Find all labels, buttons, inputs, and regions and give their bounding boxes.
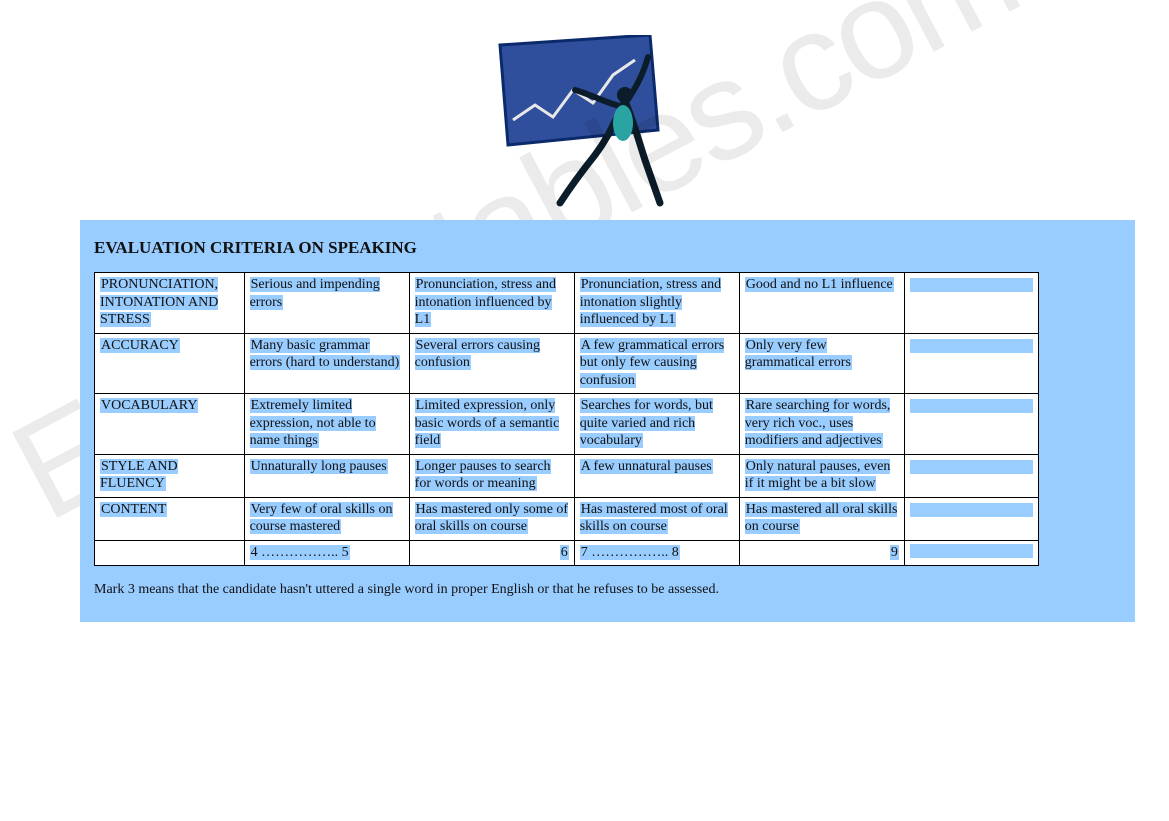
level-cell: Very few of oral skills on course master… [244, 497, 409, 540]
page-title: EVALUATION CRITERIA ON SPEAKING [94, 238, 1121, 258]
level-cell: Longer pauses to search for words or mea… [409, 454, 574, 497]
level-cell: A few unnatural pauses [574, 454, 739, 497]
score-cell [95, 540, 245, 566]
empty-cell [904, 273, 1038, 334]
clipart-presenter [475, 35, 685, 210]
level-cell: Many basic grammar errors (hard to under… [244, 333, 409, 394]
table-row: CONTENTVery few of oral skills on course… [95, 497, 1039, 540]
score-cell: 4 …………….. 5 [244, 540, 409, 566]
criterion-cell: VOCABULARY [95, 394, 245, 455]
score-cell: 6 [409, 540, 574, 566]
score-cell: 7 …………….. 8 [574, 540, 739, 566]
level-cell: Has mastered most of oral skills on cour… [574, 497, 739, 540]
content-band: EVALUATION CRITERIA ON SPEAKING PRONUNCI… [80, 220, 1135, 622]
score-cell [904, 540, 1038, 566]
score-cell: 9 [739, 540, 904, 566]
empty-cell [904, 497, 1038, 540]
level-cell: Searches for words, but quite varied and… [574, 394, 739, 455]
level-cell: Extremely limited expression, not able t… [244, 394, 409, 455]
level-cell: Serious and impending errors [244, 273, 409, 334]
level-cell: Pronunciation, stress and intonation inf… [409, 273, 574, 334]
level-cell: Only natural pauses, even if it might be… [739, 454, 904, 497]
level-cell: Limited expression, only basic words of … [409, 394, 574, 455]
criterion-cell: ACCURACY [95, 333, 245, 394]
empty-cell [904, 333, 1038, 394]
table-row: PRONUNCIATION, INTONATION AND STRESSSeri… [95, 273, 1039, 334]
criterion-cell: STYLE AND FLUENCY [95, 454, 245, 497]
level-cell: Rare searching for words, very rich voc.… [739, 394, 904, 455]
table-row: STYLE AND FLUENCYUnnaturally long pauses… [95, 454, 1039, 497]
level-cell: Unnaturally long pauses [244, 454, 409, 497]
criterion-cell: CONTENT [95, 497, 245, 540]
score-row: 4 …………….. 567 …………….. 89 [95, 540, 1039, 566]
footnote: Mark 3 means that the candidate hasn't u… [94, 582, 1121, 598]
level-cell: Only very few grammatical errors [739, 333, 904, 394]
level-cell: Has mastered only some of oral skills on… [409, 497, 574, 540]
level-cell: Has mastered all oral skills on course [739, 497, 904, 540]
level-cell: Several errors causing confusion [409, 333, 574, 394]
level-cell: Good and no L1 influence [739, 273, 904, 334]
empty-cell [904, 454, 1038, 497]
criterion-cell: PRONUNCIATION, INTONATION AND STRESS [95, 273, 245, 334]
level-cell: Pronunciation, stress and intonation sli… [574, 273, 739, 334]
table-row: ACCURACYMany basic grammar errors (hard … [95, 333, 1039, 394]
table-row: VOCABULARYExtremely limited expression, … [95, 394, 1039, 455]
level-cell: A few grammatical errors but only few ca… [574, 333, 739, 394]
rubric-table: PRONUNCIATION, INTONATION AND STRESSSeri… [94, 272, 1039, 566]
empty-cell [904, 394, 1038, 455]
